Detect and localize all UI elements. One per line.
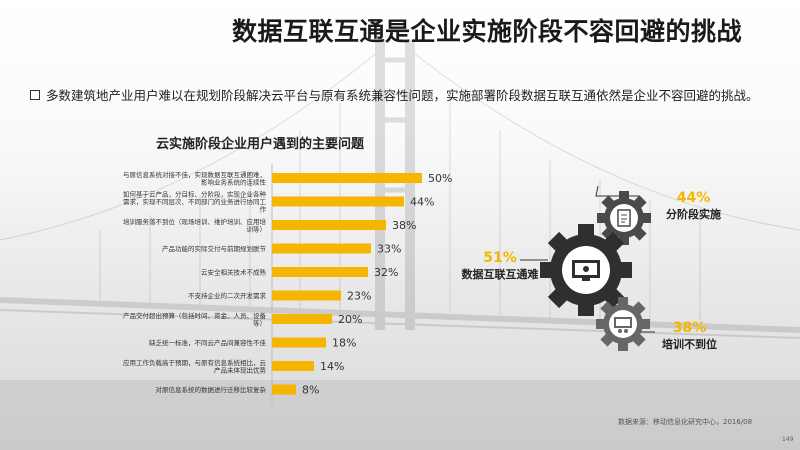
intro-text: 多数建筑地产业用户难以在规划阶段解决云平台与原有系统兼容性问题，实施部署阶段数据…	[46, 88, 759, 103]
gear-center-text: 51% 数据互联互通难	[455, 250, 545, 282]
category-label: 对原信息系统的数据进行迁移比较复杂	[156, 385, 267, 394]
gear-bottom-pct: 38%	[672, 320, 707, 336]
gear-top-label: 分阶段实施	[666, 208, 721, 221]
category-label: 缺乏统一标准，不同云产品间兼容性不佳	[149, 338, 267, 347]
gear-bottom	[596, 297, 650, 351]
gear-top	[597, 191, 651, 245]
gear-top-pct: 44%	[676, 190, 711, 206]
category-label: 如何基于云产品，分目标、分阶段，实现企业各种需求，实现不同层次、不同部门的业务进…	[123, 190, 267, 214]
bar-value-label: 44%	[410, 196, 434, 209]
category-label: 与原信息系统对接不佳，实现数据互联互通困难，影响业务系统的连续性	[123, 170, 267, 187]
bar	[272, 290, 341, 301]
gear-top-text: 44% 分阶段实施	[666, 190, 721, 222]
category-label: 不支持企业的二次开发需求	[188, 291, 267, 300]
page-title: 数据互联互通是企业实施阶段不容回避的挑战	[232, 17, 743, 46]
gear-bottom-text: 38% 培训不到位	[662, 320, 717, 352]
gear-center-pct: 51%	[483, 250, 517, 266]
training-icon	[614, 317, 632, 333]
bar	[272, 196, 404, 207]
bar-value-label: 38%	[392, 219, 416, 232]
bar-value-label: 33%	[377, 243, 401, 256]
category-label: 云安全相关技术不成熟	[201, 268, 267, 277]
category-label: 产品交付超出预算（包括时间、资金、人员、设备等）	[123, 311, 267, 328]
bullet-square-icon	[30, 90, 40, 100]
bar-chart: 50% 与原信息系统对接不佳，实现数据互联互通困难，影响业务系统的连续性 44% 如何…	[123, 164, 452, 404]
bar	[272, 337, 326, 348]
bar	[272, 267, 368, 277]
bar-value-label: 32%	[374, 266, 398, 279]
screen-icon	[572, 260, 600, 281]
chart-title: 云实施阶段企业用户遇到的主要问题	[156, 137, 365, 152]
gear-bottom-label: 培训不到位	[662, 338, 717, 351]
page-number: 149	[782, 436, 794, 443]
gear-diagram	[520, 185, 655, 351]
category-label: 应用工作负载高于预期，与原有信息系统相比，云产品未体现出优势	[123, 358, 267, 375]
bar-value-label: 20%	[338, 313, 362, 326]
bar-value-label: 14%	[320, 360, 344, 373]
category-label: 培训服务落不到位（现场培训、维护培训、应用培训等）	[123, 217, 267, 234]
source-note: 数据来源：移动信息化研究中心，2016/08	[618, 418, 753, 426]
bar-value-label: 8%	[302, 384, 319, 397]
gear-center	[540, 224, 632, 316]
document-icon	[617, 209, 631, 227]
bar	[272, 220, 386, 230]
bar	[272, 314, 332, 324]
bar	[272, 361, 314, 371]
bar	[272, 243, 371, 254]
bar	[272, 384, 296, 395]
category-label: 产品功能的实际交付与前期规划脱节	[162, 244, 267, 253]
bar	[272, 173, 422, 183]
bar-value-label: 18%	[332, 337, 356, 350]
bar-value-label: 23%	[347, 290, 371, 303]
bar-value-label: 50%	[428, 172, 452, 185]
gear-center-label: 数据互联互通难	[461, 268, 539, 281]
